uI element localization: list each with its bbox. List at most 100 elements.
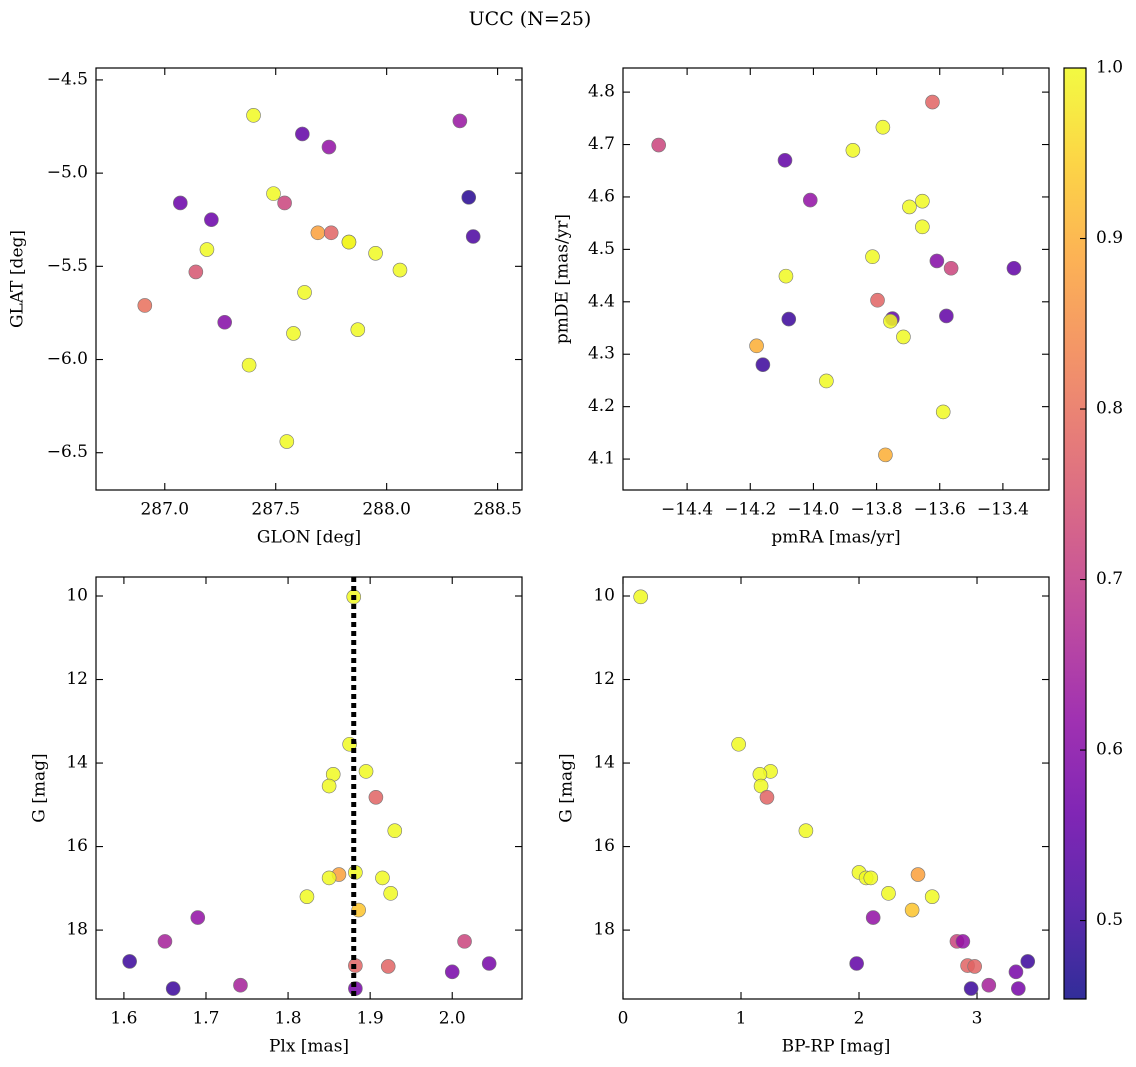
scatter-point [246,108,261,123]
colorbar-tick-label: 0.5 [1096,910,1123,930]
x-tick-label: 1 [736,1009,747,1029]
scatter-point [368,789,384,805]
x-axis-label: pmRA [mas/yr] [771,528,900,548]
scatter-point [1006,260,1022,276]
y-tick-label: 4.7 [588,134,615,154]
x-tick-label: 0 [618,1009,629,1029]
scatter-point [266,186,281,201]
scatter-point [233,977,248,993]
scatter-point [137,298,153,313]
x-tick-label: −13.6 [914,500,966,520]
x-axis-label: BP-RP [mag] [782,1037,891,1057]
scatter-point [896,329,911,345]
scatter-point [481,956,497,971]
x-tick-label: 287.0 [140,500,189,520]
figure-title: UCC (N=25) [469,8,592,30]
scatter-point [1011,981,1026,996]
scatter-point [204,212,219,228]
scatter-point [749,338,764,354]
subplot: 1.6 1.7 1.8 1.9 2.0 10 12 14 16 18 Plx [mas] G [mag… [30,576,523,1057]
scatter-point [849,956,864,971]
scatter-point [633,589,649,605]
scatter-point [461,190,477,205]
scatter-point [904,902,920,918]
scatter-point [870,292,885,308]
y-tick-label: 18 [66,920,88,940]
x-tick-label: −13.8 [851,500,903,520]
scatter-point [295,126,310,142]
y-axis-label: G [mag] [557,753,577,822]
scatter-point [358,764,374,779]
scatter-point [157,934,173,949]
scatter-point [925,94,940,110]
scatter-point [902,199,917,215]
x-tick-label: 1.6 [110,1009,137,1029]
y-tick-label: 12 [593,669,615,689]
scatter-point [819,373,834,389]
scatter-point [279,434,295,449]
scatter-point [323,225,339,241]
scatter-point [759,789,775,805]
colorbar-tick-label: 0.6 [1096,740,1123,760]
x-axis-label: Plx [mas] [269,1037,349,1057]
colorbar-tick-label: 1.0 [1096,58,1123,78]
y-tick-label: −5.5 [47,256,88,276]
scatter-point [241,357,257,373]
y-tick-label: 4.8 [588,82,615,102]
scatter-point [350,322,366,337]
y-tick-label: 16 [66,836,88,856]
scatter-point [173,195,188,211]
x-tick-label: 1.9 [357,1009,384,1029]
scatter-point [929,253,945,269]
scatter-point [939,308,954,324]
scatter-point [955,934,971,949]
scatter-point [935,404,951,420]
y-axis-label: G [mag] [30,753,50,822]
scatter-point [878,447,893,463]
scatter-point [188,264,204,280]
subplot: 287.0 287.5 288.0 288.5 −4.5 −5.0 −5.5 −6.0 −6.5… [8,67,523,548]
scatter-point [277,195,292,211]
scatter-point [341,234,357,250]
y-tick-label: 10 [593,586,615,606]
x-tick-label: 1.7 [192,1009,219,1029]
y-tick-label: 4.3 [588,344,615,364]
x-tick-label: 1.8 [275,1009,302,1029]
plot-frame [622,67,1050,491]
y-tick-label: −4.5 [47,69,88,89]
scatter-point [444,964,460,980]
scatter-point [963,981,979,996]
colorbar-frame [1063,67,1087,1000]
scatter-point [321,139,337,155]
scatter-point [943,260,959,276]
x-tick-label: −13.4 [977,500,1029,520]
scatter-point [392,262,408,278]
scatter-point [165,981,181,996]
colorbar-tick-label: 0.9 [1096,228,1123,248]
scatter-point [781,311,797,327]
scatter-point [321,778,337,794]
y-tick-label: 4.2 [588,396,615,416]
x-tick-label: 287.5 [251,500,300,520]
x-tick-label: 288.5 [473,500,522,520]
x-tick-label: −14.0 [787,500,839,520]
scatter-point [380,959,396,974]
x-tick-label: 2.0 [439,1009,466,1029]
scatter-point [915,193,930,209]
scatter-point [910,867,926,882]
scatter-point [457,934,472,949]
plot-frame [622,576,1050,1000]
scatter-point [199,242,215,257]
y-tick-label: 16 [593,836,615,856]
scatter-point [368,245,383,261]
scatter-point [383,886,398,901]
x-tick-label: 2 [854,1009,865,1029]
colorbar-tick-label: 0.8 [1096,399,1123,419]
scatter-point [122,954,137,969]
y-tick-label: −6.0 [47,349,88,369]
y-tick-label: −5.0 [47,163,88,183]
y-tick-label: −6.5 [47,442,88,462]
y-tick-label: 10 [66,586,88,606]
x-tick-label: 3 [972,1009,983,1029]
